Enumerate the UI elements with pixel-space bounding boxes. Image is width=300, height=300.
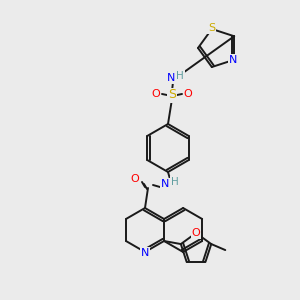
Text: N: N (229, 55, 237, 65)
Text: H: H (171, 177, 179, 187)
Text: S: S (208, 23, 215, 33)
Text: S: S (168, 88, 176, 101)
Text: O: O (152, 89, 160, 99)
Text: O: O (192, 228, 200, 238)
Text: O: O (130, 174, 140, 184)
Text: N: N (141, 248, 149, 258)
Text: O: O (184, 89, 192, 99)
Text: H: H (176, 71, 184, 81)
Text: N: N (167, 73, 175, 83)
Text: N: N (161, 179, 169, 189)
